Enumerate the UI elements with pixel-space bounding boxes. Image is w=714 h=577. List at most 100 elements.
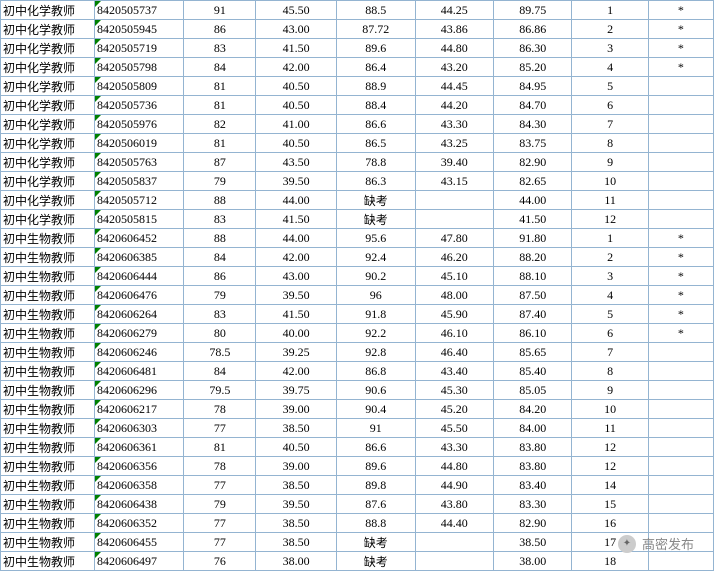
table-cell: 96 xyxy=(337,286,415,305)
table-cell: 43.80 xyxy=(415,495,493,514)
table-cell: 初中生物教师 xyxy=(1,343,95,362)
table-cell: 90.6 xyxy=(337,381,415,400)
table-cell: * xyxy=(648,58,713,77)
table-cell: 12 xyxy=(572,210,648,229)
table-cell: 初中生物教师 xyxy=(1,286,95,305)
table-cell: 初中化学教师 xyxy=(1,96,95,115)
table-cell: 91.80 xyxy=(493,229,571,248)
table-cell: 初中生物教师 xyxy=(1,476,95,495)
table-cell: 12 xyxy=(572,457,648,476)
table-cell: 41.00 xyxy=(256,115,337,134)
table-cell: 89.6 xyxy=(337,457,415,476)
table-cell: 43.50 xyxy=(256,153,337,172)
table-cell: * xyxy=(648,248,713,267)
table-cell: 38.50 xyxy=(256,514,337,533)
table-cell: 89.6 xyxy=(337,39,415,58)
table-cell: 86.3 xyxy=(337,172,415,191)
table-cell: 46.10 xyxy=(415,324,493,343)
table-cell: 43.30 xyxy=(415,115,493,134)
table-cell: * xyxy=(648,267,713,286)
table-row: 初中化学教师84205057368140.5088.444.2084.706 xyxy=(1,96,714,115)
table-cell: 缺考 xyxy=(337,210,415,229)
table-cell: 86.8 xyxy=(337,362,415,381)
table-cell: 44.90 xyxy=(415,476,493,495)
table-row: 初中生物教师84206064528844.0095.647.8091.801* xyxy=(1,229,714,248)
table-cell: 40.50 xyxy=(256,77,337,96)
table-cell: * xyxy=(648,305,713,324)
table-cell xyxy=(648,457,713,476)
table-cell: * xyxy=(648,286,713,305)
table-cell: 83 xyxy=(184,210,256,229)
table-cell: 初中化学教师 xyxy=(1,58,95,77)
table-cell: 38.50 xyxy=(256,476,337,495)
table-cell: 79 xyxy=(184,495,256,514)
table-cell: 87 xyxy=(184,153,256,172)
table-cell: 初中化学教师 xyxy=(1,39,95,58)
table-cell: 初中化学教师 xyxy=(1,210,95,229)
table-cell: 40.50 xyxy=(256,134,337,153)
table-cell: 缺考 xyxy=(337,533,415,552)
table-cell: 91 xyxy=(184,1,256,20)
table-cell: 85.40 xyxy=(493,362,571,381)
table-cell: 初中生物教师 xyxy=(1,552,95,571)
table-cell: 8420506019 xyxy=(94,134,184,153)
table-row: 初中生物教师84206063618140.5086.643.3083.8012 xyxy=(1,438,714,457)
table-cell: 44.40 xyxy=(415,514,493,533)
table-row: 初中化学教师84205059768241.0086.643.3084.307 xyxy=(1,115,714,134)
table-cell: 38.00 xyxy=(493,552,571,571)
table-cell: 80 xyxy=(184,324,256,343)
table-cell: 初中生物教师 xyxy=(1,305,95,324)
table-row: 初中化学教师84205057988442.0086.443.2085.204* xyxy=(1,58,714,77)
table-cell: 初中生物教师 xyxy=(1,457,95,476)
table-cell: 40.50 xyxy=(256,438,337,457)
table-cell: 初中生物教师 xyxy=(1,419,95,438)
table-cell: 88.8 xyxy=(337,514,415,533)
table-cell: 84.95 xyxy=(493,77,571,96)
table-cell: 44.20 xyxy=(415,96,493,115)
table-cell: 8420505945 xyxy=(94,20,184,39)
table-cell: 8420505809 xyxy=(94,77,184,96)
table-cell: 初中化学教师 xyxy=(1,172,95,191)
table-cell: 86 xyxy=(184,267,256,286)
table-cell: 2 xyxy=(572,20,648,39)
table-cell: 42.00 xyxy=(256,248,337,267)
table-cell: * xyxy=(648,1,713,20)
table-cell: 91.8 xyxy=(337,305,415,324)
table-cell: 38.50 xyxy=(256,419,337,438)
table-cell xyxy=(648,400,713,419)
table-cell: 46.40 xyxy=(415,343,493,362)
table-cell: 8420606303 xyxy=(94,419,184,438)
table-cell: 初中化学教师 xyxy=(1,1,95,20)
table-cell: * xyxy=(648,324,713,343)
table-cell: 8420505737 xyxy=(94,1,184,20)
table-row: 初中生物教师842060624678.539.2592.846.4085.657 xyxy=(1,343,714,362)
table-cell: 8420606476 xyxy=(94,286,184,305)
table-cell: 8420606481 xyxy=(94,362,184,381)
table-cell: 初中化学教师 xyxy=(1,191,95,210)
table-cell: 82.65 xyxy=(493,172,571,191)
table-cell: 88.5 xyxy=(337,1,415,20)
table-cell: 44.80 xyxy=(415,39,493,58)
table-row: 初中化学教师84205058098140.5088.944.4584.955 xyxy=(1,77,714,96)
table-cell: 89.8 xyxy=(337,476,415,495)
table-row: 初中生物教师84206063567839.0089.644.8083.8012 xyxy=(1,457,714,476)
table-cell: 7 xyxy=(572,343,648,362)
table-cell: 78 xyxy=(184,457,256,476)
table-cell: 40.00 xyxy=(256,324,337,343)
table-row: 初中化学教师84205057198341.5089.644.8086.303* xyxy=(1,39,714,58)
table-cell: 43.20 xyxy=(415,58,493,77)
table-cell: 87.40 xyxy=(493,305,571,324)
table-cell: 8420505976 xyxy=(94,115,184,134)
table-cell: 88.10 xyxy=(493,267,571,286)
table-row: 初中化学教师84205057128844.00缺考44.0011 xyxy=(1,191,714,210)
table-cell: 缺考 xyxy=(337,191,415,210)
table-row: 初中化学教师84205060198140.5086.543.2583.758 xyxy=(1,134,714,153)
table-cell: 85.05 xyxy=(493,381,571,400)
table-row: 初中生物教师84206064557738.50缺考38.5017 xyxy=(1,533,714,552)
table-row: 初中生物教师84206063587738.5089.844.9083.4014 xyxy=(1,476,714,495)
table-cell: 16 xyxy=(572,514,648,533)
table-cell: * xyxy=(648,39,713,58)
table-cell: 初中生物教师 xyxy=(1,248,95,267)
table-cell: 39.50 xyxy=(256,286,337,305)
table-cell: 41.50 xyxy=(256,210,337,229)
